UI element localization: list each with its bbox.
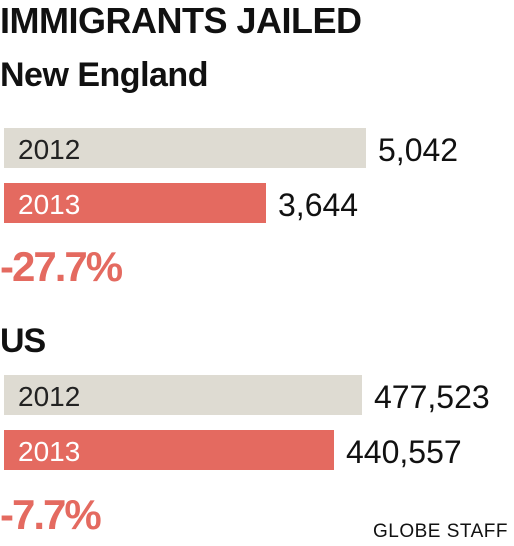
section-title-us: US bbox=[0, 322, 46, 360]
category-label-new-england-2012: 2012 bbox=[18, 134, 80, 165]
category-label-us-2013: 2013 bbox=[18, 436, 80, 467]
category-label-new-england-2013: 2013 bbox=[18, 189, 80, 220]
value-label-new-england-2013: 3,644 bbox=[278, 187, 358, 223]
credit-label: GLOBE STAFF bbox=[372, 521, 508, 542]
bar-us-2013 bbox=[4, 430, 334, 470]
change-label-us: -7.7% bbox=[0, 491, 102, 538]
value-label-us-2013: 440,557 bbox=[346, 434, 462, 470]
bar-new-england-2013 bbox=[4, 183, 266, 223]
category-label-us-2012: 2012 bbox=[18, 381, 80, 412]
value-label-new-england-2012: 5,042 bbox=[378, 132, 458, 168]
value-label-us-2012: 477,523 bbox=[374, 379, 490, 415]
bar-new-england-2012 bbox=[4, 128, 366, 168]
bar-us-2012 bbox=[4, 375, 362, 415]
section-title-new-england: New England bbox=[0, 56, 208, 94]
chart-title: IMMIGRANTS JAILED bbox=[0, 0, 362, 41]
change-label-new-england: -27.7% bbox=[0, 243, 123, 290]
